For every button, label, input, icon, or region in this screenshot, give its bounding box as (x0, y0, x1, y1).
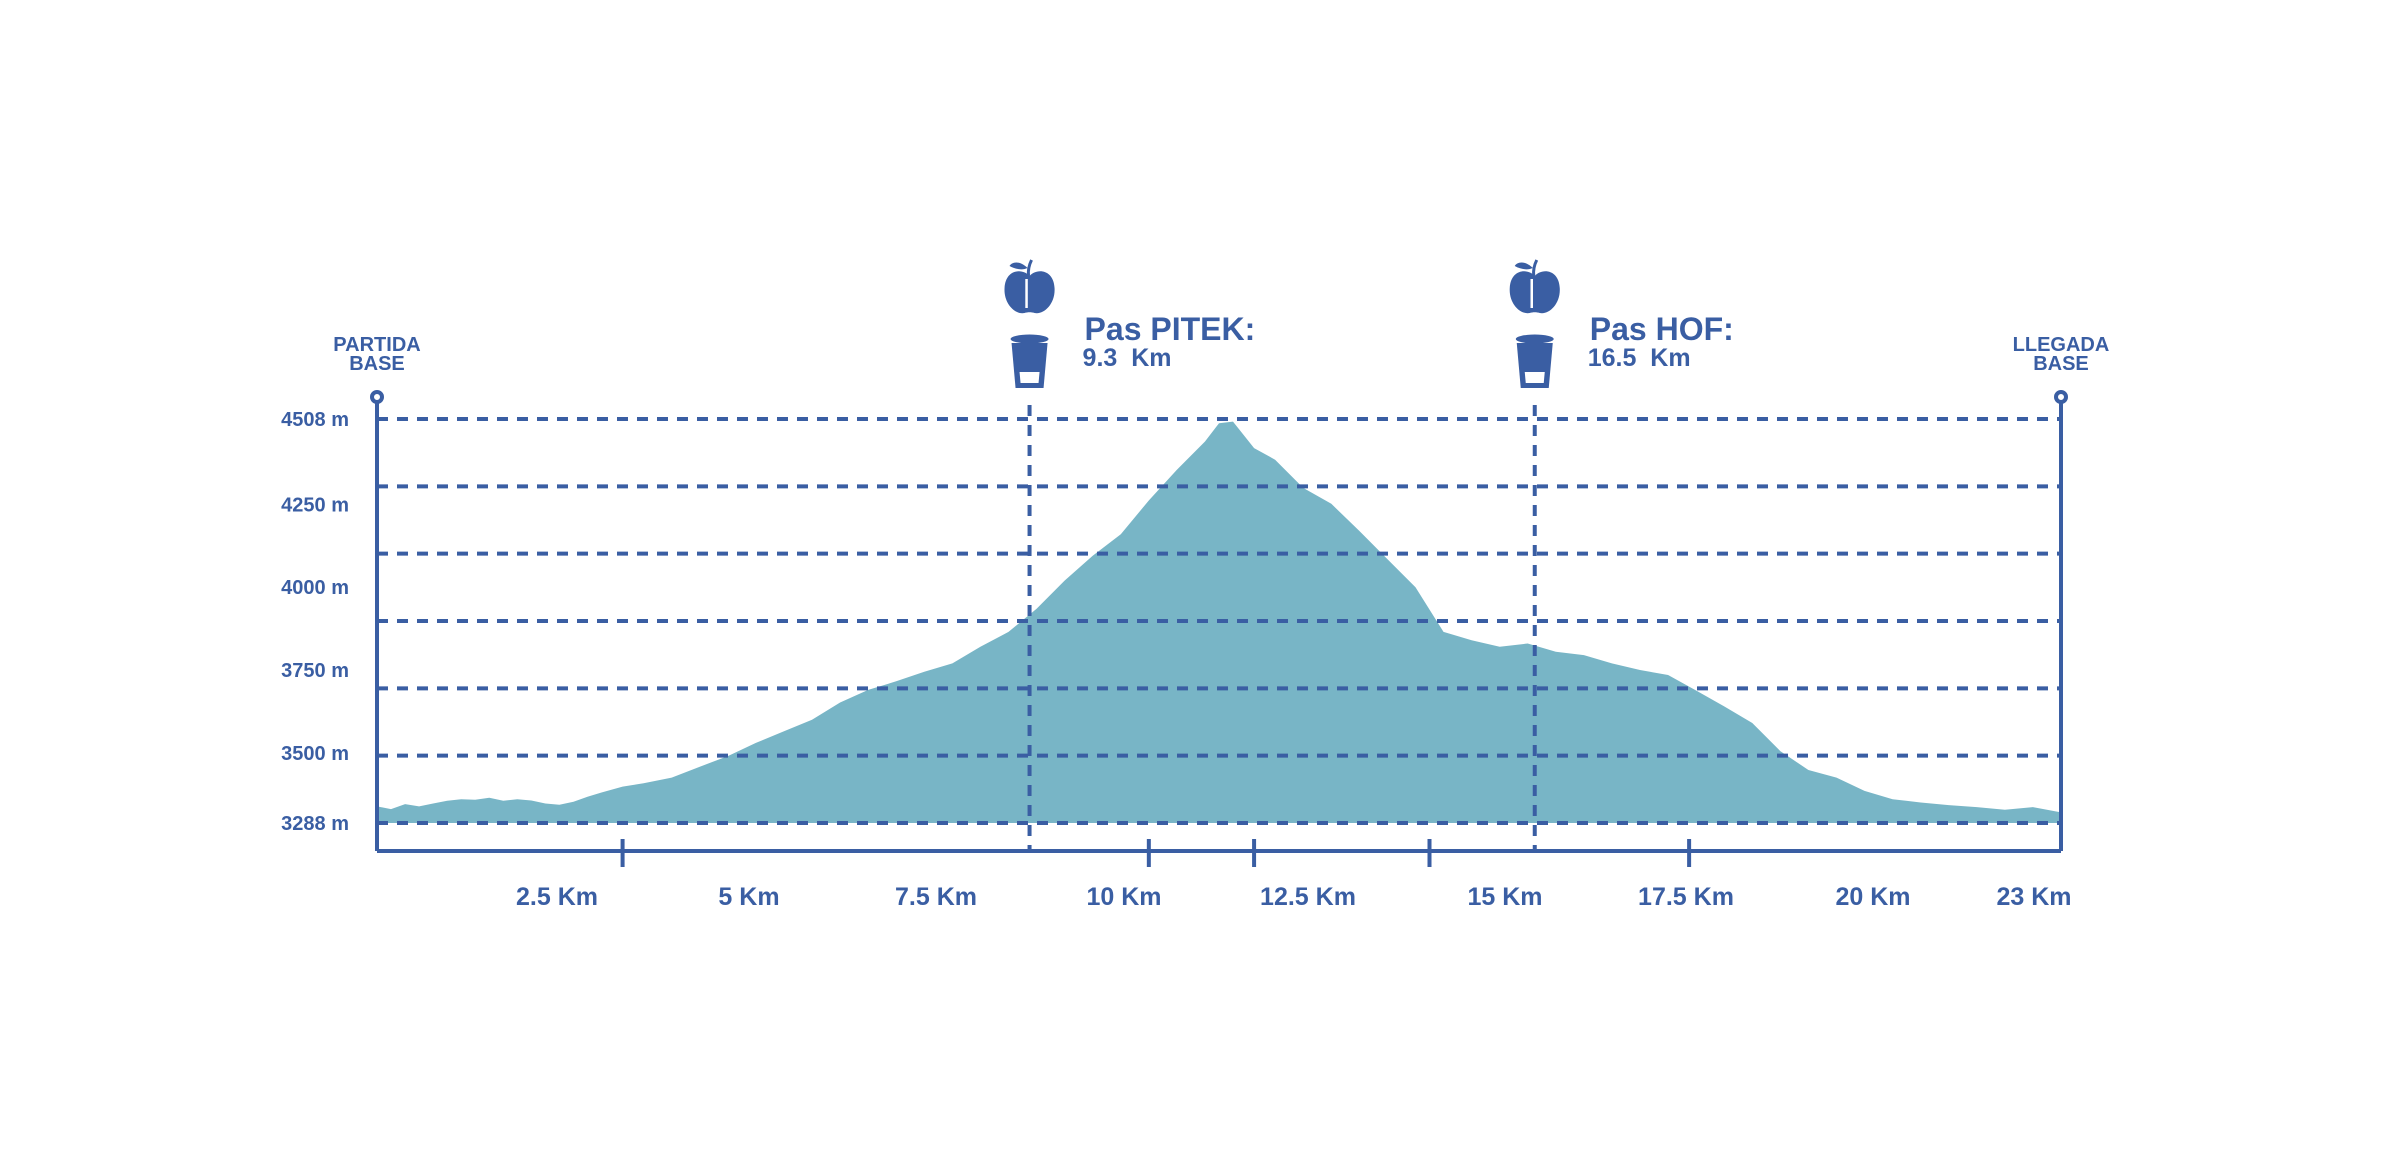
start-marker: PARTIDA BASE (333, 334, 421, 404)
aid-station-distance: 16.5 Km (1588, 344, 1691, 372)
x-tick-label: 23 Km (1996, 883, 2071, 911)
tick-labels: 3288 m 3500 m 3750 m 4000 m 4250 m 4508 m 2.5 … (281, 409, 2071, 911)
x-tick-label: 2.5 Km (516, 883, 598, 911)
y-tick-label: 3750 m (281, 660, 349, 682)
x-tick-label: 15 Km (1467, 883, 1542, 911)
y-tick-label: 4000 m (281, 577, 349, 599)
x-tick-label: 7.5 Km (895, 883, 977, 911)
x-tick-label: 10 Km (1086, 883, 1161, 911)
start-point-icon (370, 390, 384, 404)
x-tick-label: 5 Km (718, 883, 779, 911)
end-marker: LLEGADA BASE (2013, 334, 2110, 404)
apple-icon (1509, 259, 1560, 314)
apple-icon (1004, 259, 1055, 314)
y-tick-label: 3500 m (281, 743, 349, 765)
cup-icon (1515, 334, 1554, 388)
cup-icon (1010, 334, 1049, 388)
axes (375, 397, 2063, 867)
aid-station-name: Pas HOF: (1590, 311, 1734, 347)
y-tick-label: 4508 m (281, 409, 349, 431)
x-tick-label: 20 Km (1835, 883, 1910, 911)
start-label-line2: BASE (349, 353, 405, 375)
aid-station-name: Pas PITEK: (1085, 311, 1256, 347)
x-tick-label: 12.5 Km (1260, 883, 1356, 911)
aid-stations: Pas PITEK:9.3 Km Pas HOF:16.5 Km (1004, 259, 1734, 851)
y-tick-label: 3288 m (281, 813, 349, 835)
grid-lines (377, 417, 2061, 825)
start-label-line1: PARTIDA (333, 334, 420, 356)
end-point-icon (2054, 390, 2068, 404)
end-label-line2: BASE (2033, 353, 2089, 375)
aid-station-distance: 9.3 Km (1083, 344, 1172, 372)
x-tick-label: 17.5 Km (1638, 883, 1734, 911)
end-label-line1: LLEGADA (2013, 334, 2110, 356)
y-tick-label: 4250 m (281, 494, 349, 516)
